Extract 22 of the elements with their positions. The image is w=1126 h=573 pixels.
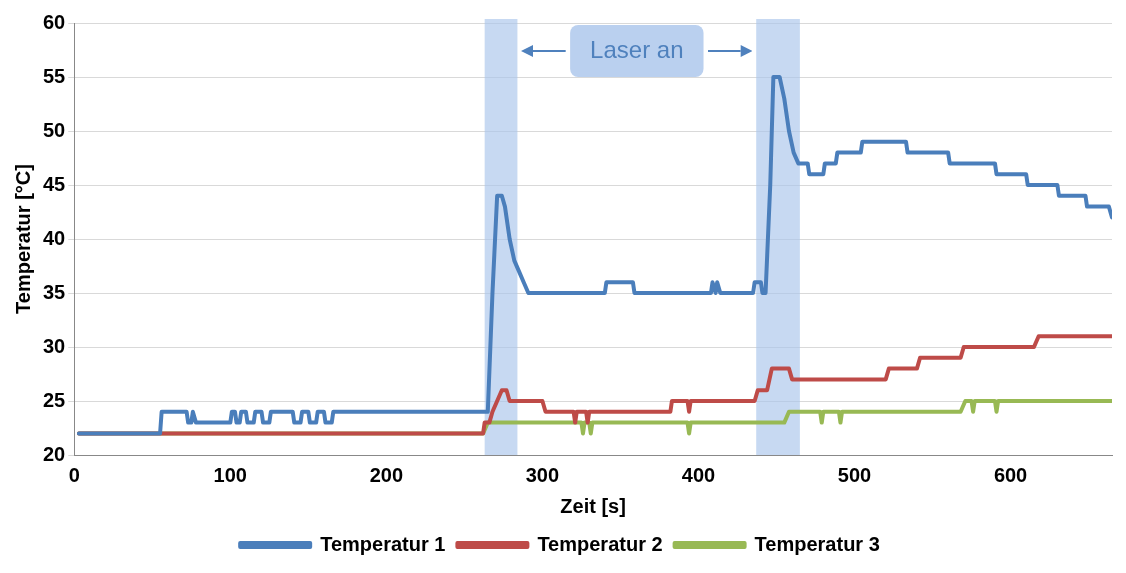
y-tick-label: 45 [43, 172, 66, 195]
legend-label: Temperatur 3 [754, 532, 880, 555]
x-tick-label: 300 [525, 463, 560, 486]
x-axis-title: Zeit [s] [560, 494, 626, 517]
x-tick-label: 400 [681, 463, 716, 486]
x-tick-label: 100 [213, 463, 247, 486]
legend-label: Temperatur 1 [320, 532, 446, 555]
annotation: Laser an [590, 35, 684, 63]
y-tick-label: 55 [43, 64, 66, 87]
y-tick-label: 40 [43, 226, 66, 249]
legend-label: Temperatur 2 [537, 532, 663, 555]
y-tick-label: 50 [43, 118, 66, 141]
y-tick-label: 35 [43, 280, 66, 303]
x-tick-label: 500 [837, 463, 872, 486]
x-tick-label: 0 [68, 463, 80, 486]
x-tick-label: 600 [993, 463, 1028, 486]
y-tick-label: 20 [43, 442, 66, 465]
y-tick-label: 30 [43, 334, 66, 357]
y-axis-title: Temperatur [°C] [11, 164, 34, 314]
y-tick-label: 60 [43, 10, 66, 33]
x-tick-label: 200 [369, 463, 404, 486]
y-tick-label: 25 [43, 388, 66, 411]
